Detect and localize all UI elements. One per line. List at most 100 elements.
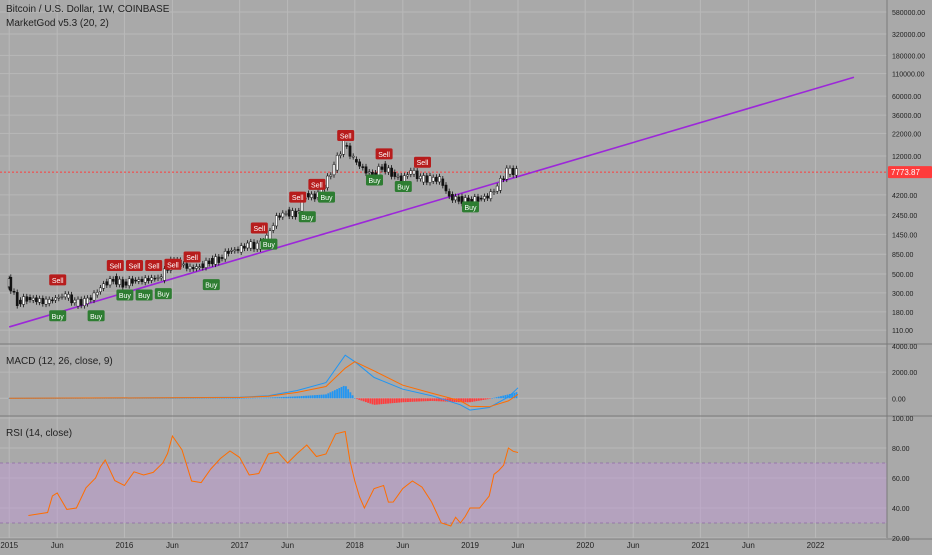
buy-badge: [116, 289, 134, 301]
candle-body: [156, 277, 160, 279]
x-tick-label: 2020: [576, 541, 594, 550]
macd-histogram-bar: [285, 396, 288, 399]
last-price-tag: 7773.87: [891, 168, 920, 177]
buy-label: Buy: [90, 314, 103, 321]
macd-histogram-bar: [409, 398, 412, 402]
candle-body: [9, 277, 13, 292]
candle-body: [127, 278, 131, 287]
macd-histogram-bar: [486, 398, 489, 400]
buy-badge: [260, 238, 278, 250]
sell-signal: Sell: [164, 258, 182, 270]
buy-signal: Buy: [87, 310, 105, 322]
sell-badge: [413, 156, 431, 168]
candle-body: [489, 191, 493, 199]
macd-histogram-bar: [307, 395, 310, 399]
rsi-tick-label: 40.00: [892, 506, 910, 513]
candle-body: [345, 145, 349, 147]
macd-histogram-bar: [165, 398, 168, 399]
candle-body: [294, 210, 297, 218]
candle-body: [243, 245, 246, 249]
macd-histogram-bar: [318, 394, 321, 399]
buy-label: Buy: [397, 184, 410, 191]
candle-body: [47, 299, 51, 304]
macd-histogram-bar: [243, 397, 245, 399]
rsi-title: RSI (14, close): [6, 428, 73, 439]
sell-badge: [375, 148, 393, 160]
macd-histogram-bar: [196, 398, 199, 399]
macd-histogram-bar: [451, 398, 454, 402]
macd-histogram-bar: [500, 396, 502, 399]
macd-histogram-bar: [407, 398, 409, 402]
macd-histogram-bar: [477, 398, 480, 401]
candle-body: [214, 256, 217, 265]
candle-body: [153, 277, 157, 280]
x-tick-label: 2017: [231, 541, 249, 550]
sell-badge: [126, 259, 144, 271]
buy-label: Buy: [263, 242, 276, 249]
macd-histogram-bar: [338, 388, 341, 399]
sell-signal: Sell: [308, 178, 326, 190]
macd-histogram-bar: [181, 398, 183, 399]
macd-histogram-bar: [446, 398, 449, 402]
macd-histogram-bar: [331, 391, 334, 399]
candle-body: [275, 215, 278, 227]
sell-signal: Sell: [145, 259, 163, 271]
x-tick-label: Jun: [742, 541, 755, 550]
buy-signal: Buy: [154, 288, 172, 300]
grid-layer: [0, 0, 887, 539]
macd-histogram-bar: [236, 398, 239, 399]
sell-badge: [106, 259, 124, 271]
candle-body: [124, 281, 128, 286]
price-tick-label: 500.00: [892, 272, 914, 279]
candle-body: [409, 170, 413, 175]
macd-histogram-bar: [141, 398, 144, 399]
macd-histogram-bar: [475, 398, 478, 402]
candle-body: [35, 297, 38, 303]
candle-body: [447, 191, 451, 197]
macd-histogram-bar: [327, 393, 330, 399]
macd-histogram-bar: [420, 398, 423, 402]
candle-body: [70, 294, 73, 304]
macd-histogram-bar: [513, 392, 516, 399]
macd-histogram-bar: [276, 397, 279, 399]
buy-signal: Buy: [318, 191, 336, 203]
macd-histogram-bar: [329, 392, 332, 399]
candle-body: [41, 298, 45, 305]
candle-body: [476, 196, 480, 202]
sell-badge: [250, 222, 268, 234]
sell-signal: Sell: [250, 222, 268, 234]
macd-tick-label: 4000.00: [892, 344, 917, 351]
macd-histogram-bar: [225, 398, 228, 399]
candle-body: [12, 290, 16, 293]
macd-histogram-bar: [150, 398, 152, 399]
candle-body: [252, 241, 256, 250]
x-tick-label: 2016: [116, 541, 134, 550]
candle-body: [412, 170, 416, 175]
macd-histogram-bar: [212, 398, 214, 399]
candle-body: [204, 260, 208, 268]
sell-badge: [164, 258, 182, 270]
macd-histogram-bar: [424, 398, 427, 402]
candle-body: [364, 166, 368, 174]
buy-signal: Buy: [298, 211, 316, 223]
candle-body: [281, 212, 285, 218]
price-tick-label: 22000.00: [892, 131, 921, 138]
candle-body: [451, 194, 454, 201]
candle-body: [111, 278, 115, 282]
price-tick-label: 580000.00: [892, 10, 925, 17]
buy-badge: [154, 288, 172, 300]
candle-body: [284, 213, 288, 215]
candle-body: [95, 292, 99, 296]
price-tick-label: 110000.00: [892, 72, 925, 79]
candle-body: [198, 266, 201, 268]
macd-histogram-bar: [198, 398, 201, 399]
price-tick-label: 110.00: [892, 328, 913, 335]
candle-body: [383, 163, 387, 172]
candle-body: [361, 166, 365, 168]
buy-label: Buy: [138, 293, 151, 300]
macd-histogram-bar: [356, 398, 358, 400]
candle-body: [390, 167, 393, 177]
buy-label: Buy: [52, 314, 65, 321]
